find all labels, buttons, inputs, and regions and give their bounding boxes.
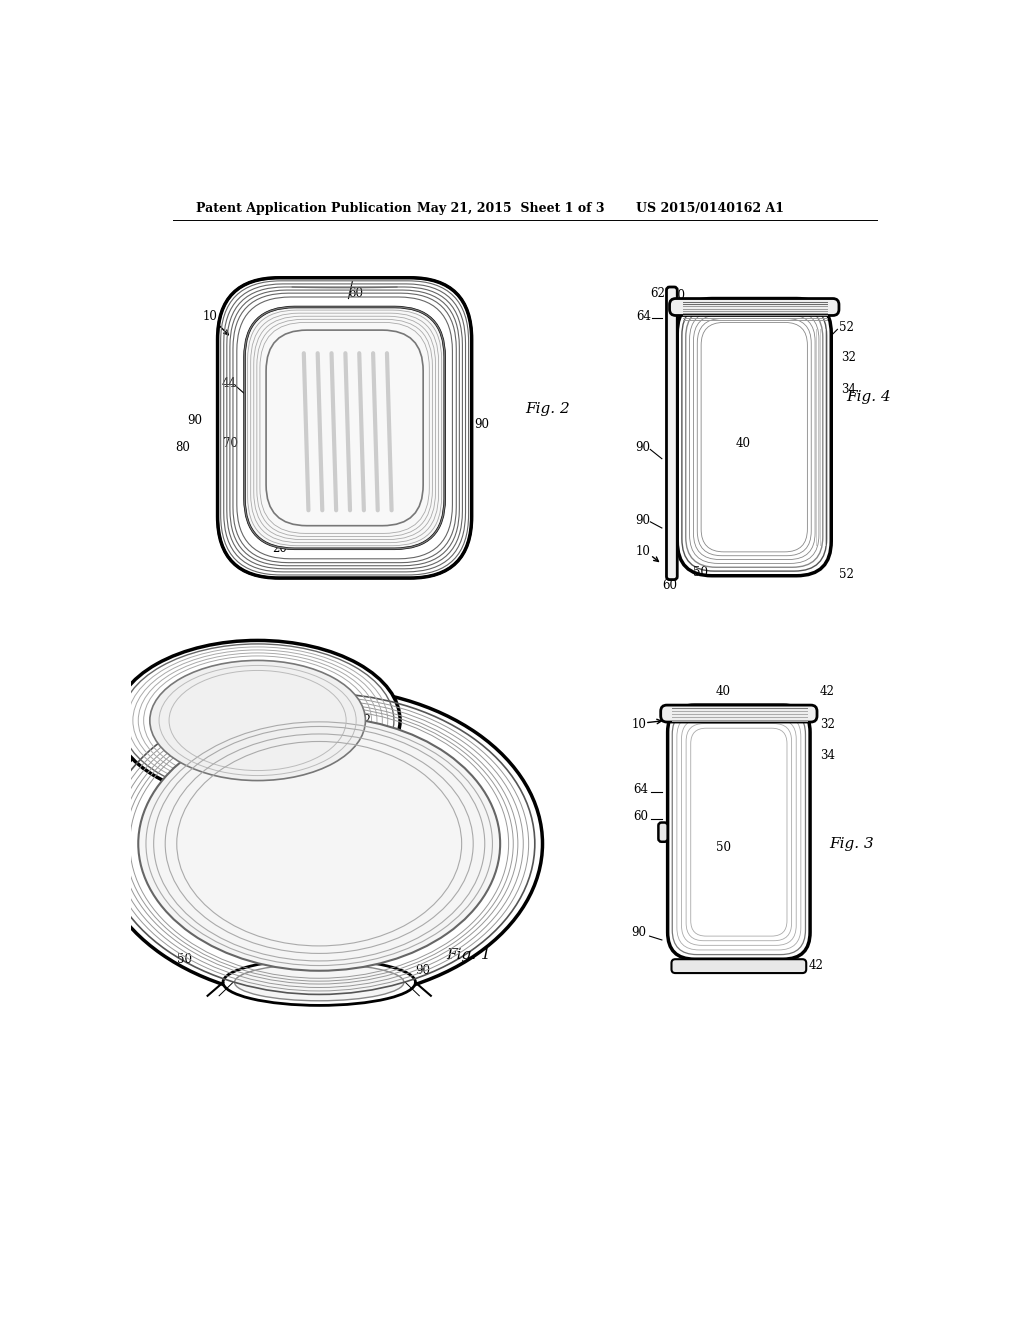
Text: 40: 40 (716, 685, 731, 698)
Text: 32: 32 (820, 718, 835, 731)
Text: 34: 34 (841, 383, 856, 396)
Text: 66: 66 (689, 958, 705, 972)
Text: 64: 64 (633, 783, 648, 796)
Text: 90: 90 (631, 925, 646, 939)
Text: 30: 30 (324, 853, 338, 866)
Text: 70: 70 (223, 437, 239, 450)
Text: 44: 44 (184, 799, 200, 812)
Text: 60: 60 (633, 810, 648, 824)
Text: Fig. 2: Fig. 2 (525, 401, 570, 416)
Text: 64: 64 (637, 310, 651, 323)
Text: 40: 40 (262, 722, 276, 735)
Text: Fig. 3: Fig. 3 (829, 837, 874, 850)
Text: 42: 42 (808, 958, 823, 972)
Ellipse shape (96, 688, 543, 999)
Text: 30: 30 (317, 425, 333, 438)
Text: 52: 52 (356, 483, 372, 496)
Text: 50: 50 (177, 953, 191, 966)
Text: 90: 90 (635, 513, 650, 527)
Text: 90: 90 (416, 964, 431, 977)
Text: 90: 90 (474, 417, 489, 430)
Text: 90: 90 (635, 441, 650, 454)
Ellipse shape (115, 640, 400, 800)
FancyBboxPatch shape (660, 705, 817, 722)
Ellipse shape (150, 660, 366, 780)
Text: 80: 80 (250, 849, 265, 862)
Text: 50: 50 (693, 566, 708, 579)
Text: US 2015/0140162 A1: US 2015/0140162 A1 (637, 202, 784, 215)
Text: 80: 80 (175, 441, 190, 454)
Text: 60: 60 (348, 288, 364, 301)
Text: 42: 42 (366, 814, 381, 828)
FancyBboxPatch shape (668, 705, 810, 960)
Text: 66: 66 (672, 298, 687, 312)
Text: 20: 20 (169, 907, 184, 920)
Text: Patent Application Publication: Patent Application Publication (196, 202, 412, 215)
Text: 62: 62 (356, 714, 372, 727)
Text: 10: 10 (632, 718, 646, 731)
Text: 10: 10 (635, 545, 650, 557)
Text: 62: 62 (330, 537, 344, 550)
Text: 20: 20 (271, 543, 287, 556)
Ellipse shape (234, 964, 403, 1001)
FancyBboxPatch shape (217, 277, 472, 578)
Text: 32: 32 (841, 351, 856, 363)
Text: 42: 42 (820, 685, 835, 698)
Text: 60: 60 (663, 579, 677, 593)
Text: 34: 34 (820, 748, 835, 762)
Text: 42: 42 (395, 413, 410, 426)
Text: 62: 62 (650, 286, 665, 300)
Text: 44: 44 (221, 376, 237, 389)
Text: 52: 52 (319, 925, 335, 939)
Text: 10: 10 (173, 737, 188, 750)
FancyBboxPatch shape (670, 298, 839, 315)
FancyBboxPatch shape (245, 308, 444, 549)
Ellipse shape (223, 960, 416, 1006)
FancyBboxPatch shape (658, 822, 668, 842)
Text: 70: 70 (269, 833, 285, 846)
Text: Fig. 4: Fig. 4 (847, 391, 892, 404)
FancyBboxPatch shape (677, 298, 831, 576)
Text: Fig. 1: Fig. 1 (446, 948, 492, 962)
Ellipse shape (138, 717, 500, 970)
Text: 64: 64 (285, 737, 300, 750)
Text: 60: 60 (670, 289, 685, 302)
Text: 52: 52 (840, 568, 854, 581)
Text: 60: 60 (327, 710, 342, 723)
Text: 90: 90 (187, 413, 202, 426)
Text: 50: 50 (716, 841, 731, 854)
Text: 40: 40 (735, 437, 751, 450)
FancyBboxPatch shape (667, 286, 677, 579)
FancyBboxPatch shape (266, 330, 423, 525)
Text: 52: 52 (840, 321, 854, 334)
Text: 10: 10 (203, 310, 217, 323)
FancyBboxPatch shape (672, 960, 806, 973)
Text: May 21, 2015  Sheet 1 of 3: May 21, 2015 Sheet 1 of 3 (417, 202, 604, 215)
